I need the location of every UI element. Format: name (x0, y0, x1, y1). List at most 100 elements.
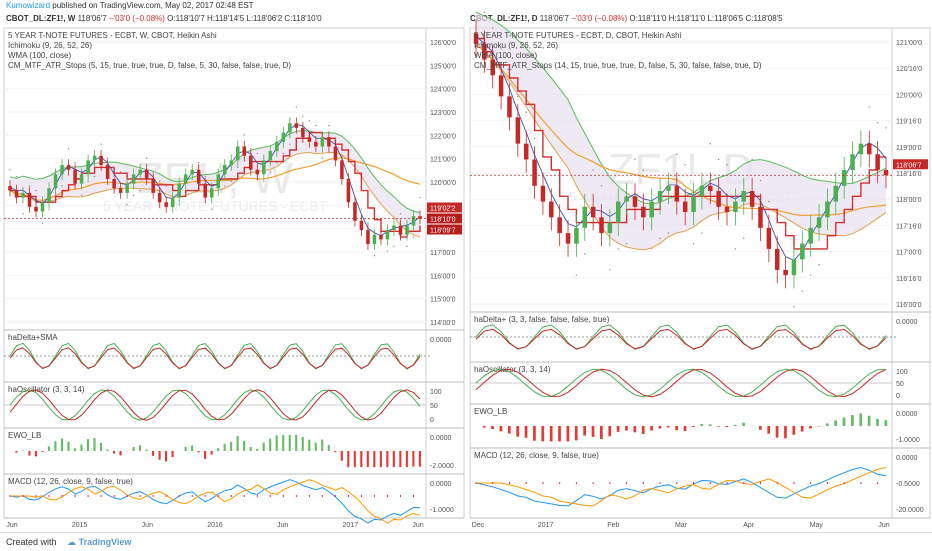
right-psar-dot (576, 274, 577, 275)
left-candle-body (106, 165, 110, 179)
left-macd-hist (218, 495, 219, 497)
right-psar-dot (668, 232, 669, 233)
left-macd-hist (127, 495, 128, 497)
left-psar-dot (165, 185, 166, 186)
left-psar-dot (250, 148, 251, 149)
left-psar-dot (159, 181, 160, 182)
left-macd-hist (387, 495, 388, 497)
left-candle-body (223, 165, 227, 174)
tradingview-brand[interactable]: TradingView (79, 537, 132, 547)
left-ewo-bar (172, 451, 174, 457)
left-psar-dot (87, 181, 88, 182)
right-indicator-label: WMA (100, close) (474, 51, 537, 60)
right-macd-hist (476, 482, 477, 484)
left-psar-dot (100, 143, 101, 144)
right-macd-hist (844, 482, 845, 484)
right-ewo-bar (834, 420, 837, 426)
right-ewo-bar (884, 420, 887, 426)
left-candle-body (334, 146, 338, 160)
right-candle-body (758, 207, 763, 228)
right-ewo-bar (801, 426, 804, 432)
right-macd-hist (593, 482, 594, 484)
left-price-badge-label: 118'10'0 (430, 216, 456, 223)
right-macd-hist (509, 482, 510, 484)
left-candle-body (347, 179, 351, 202)
left-psar-dot (276, 162, 277, 163)
left-price-tick: 115'00'0 (430, 297, 456, 304)
right-candle-body (850, 154, 855, 170)
left-ewo-bar (224, 444, 226, 451)
left-candle-body (308, 137, 312, 142)
left-ewo-bar (198, 451, 200, 452)
right-candle-body (499, 75, 504, 96)
left-macd-hist (309, 495, 310, 497)
left-pane-tick: 0 (430, 417, 434, 424)
right-ewo-bar (500, 426, 503, 431)
left-macd-hist (101, 495, 102, 497)
left-candle-body (15, 191, 19, 198)
right-candle-body (566, 233, 571, 244)
right-ewo-bar (633, 426, 636, 432)
right-psar-dot (751, 159, 752, 160)
left-price-tick: 120'00'0 (430, 180, 456, 187)
right-pane-tick: -0.5000 (896, 481, 920, 488)
left-psar-dot (296, 106, 297, 107)
right-ewo-bar (826, 423, 829, 426)
right-candle-body (859, 144, 864, 155)
left-time-tick: 2017 (343, 522, 359, 529)
right-candle-body (624, 196, 629, 201)
left-pane-tick: 0.0000 (430, 435, 452, 442)
right-candle-body (808, 228, 813, 244)
left-ewo-bar (341, 451, 343, 461)
right-candle-body (884, 170, 889, 175)
right-psar-dot (810, 274, 811, 275)
right-price-tick: 117'00'0 (896, 250, 922, 257)
left-psar-dot (302, 116, 303, 117)
left-ewo-bar (295, 435, 297, 451)
left-price-tick: 116'00'0 (430, 273, 456, 280)
right-candle-body (532, 159, 537, 185)
tradingview-cloud-icon: ☁ (67, 537, 76, 547)
right-psar-dot (559, 185, 560, 186)
right-ewo-bar (809, 426, 812, 428)
left-ewo-bar (87, 439, 89, 451)
left-macd-hist (179, 495, 180, 497)
right-candle-body (842, 170, 847, 186)
left-psar-dot (237, 167, 238, 168)
right-ewo-bar (876, 419, 879, 426)
left-ewo-bar (315, 443, 317, 451)
left-ewo-bar (328, 445, 330, 451)
left-candle-body (80, 174, 84, 183)
right-candle-body (507, 96, 512, 117)
left-macd-hist (244, 495, 245, 497)
left-time-tick: 2016 (207, 522, 223, 529)
right-time-tick: 2017 (538, 522, 554, 529)
left-ewo-bar (399, 451, 401, 467)
right-candle-body (649, 202, 654, 218)
left-candle-body (112, 179, 116, 188)
right-pane-label: haDelta+ (3, 3, false, false, false, tru… (474, 315, 610, 324)
right-ewo-bar (516, 426, 519, 437)
right-candle-body (675, 186, 680, 202)
left-candle-body (28, 193, 32, 207)
left-candle-body (119, 188, 123, 193)
charts-canvas[interactable]: 126'00'0125'00'0124'00'0123'00'0122'00'0… (0, 0, 932, 532)
right-candle-body (767, 228, 772, 249)
right-psar-dot (626, 243, 627, 244)
right-psar-dot (526, 111, 527, 112)
right-ewo-bar (583, 426, 586, 436)
left-ewo-bar (412, 451, 414, 467)
right-psar-dot (760, 180, 761, 181)
right-psar-dot (860, 190, 861, 191)
right-macd-hist (693, 482, 694, 484)
left-pane-tick: -2.0000 (430, 463, 454, 470)
left-psar-dot (120, 171, 121, 172)
right-ewo-bar (642, 426, 645, 434)
left-ewo-bar (217, 448, 219, 451)
left-psar-dot (146, 157, 147, 158)
left-psar-dot (257, 153, 258, 154)
left-ewo-bar (54, 441, 56, 451)
right-price-tick: 118'16'0 (896, 171, 922, 178)
left-ewo-bar (159, 451, 161, 460)
right-candle-body (583, 207, 588, 228)
